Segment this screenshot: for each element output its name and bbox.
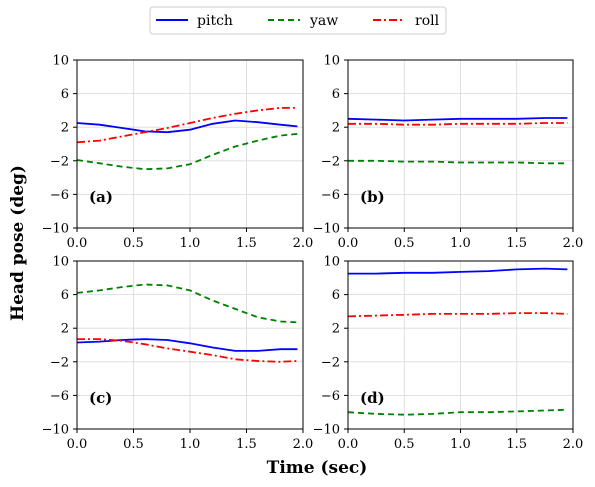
y-tick-label: −10 [313, 222, 340, 237]
panel-label-c: (c) [89, 389, 112, 407]
series-line-roll [76, 107, 298, 144]
series-line-yaw [76, 133, 298, 171]
x-tick-label: 1.0 [180, 236, 201, 251]
series-line-roll [348, 122, 568, 126]
y-tick-label: 6 [332, 288, 340, 303]
panel-b: 0.0 0.5 1.0 1.5 2.0 10 6 2 −2 −6 −10 (b) [313, 54, 584, 252]
panel-c: 0.0 0.5 1.0 1.5 2.0 10 6 2 −2 −6 −10 (c) [42, 255, 314, 453]
x-tick-label: 2.0 [293, 437, 314, 452]
y-tick-label: −2 [321, 154, 340, 169]
x-tick-label: 0.5 [394, 437, 415, 452]
x-tick-label: 0.0 [338, 437, 359, 452]
legend-entry-roll: roll [373, 13, 440, 29]
legend-label-yaw: yaw [309, 13, 338, 29]
panel-label-a: (a) [89, 188, 113, 206]
panel-a: 0.0 0.5 1.0 1.5 2.0 10 6 2 −2 −6 −10 (a) [42, 54, 314, 252]
legend-label-pitch: pitch [197, 13, 233, 29]
panels: 0.0 0.5 1.0 1.5 2.0 10 6 2 −2 −6 −10 (a) 0.0 0.5 1.0 1.… [42, 54, 584, 453]
x-tick-label: 1.5 [506, 437, 527, 452]
legend-label-roll: roll [415, 13, 440, 29]
y-tick-label: −2 [50, 355, 69, 370]
x-tick-label: 0.5 [123, 236, 144, 251]
y-axis-title: Head pose (deg) [8, 165, 28, 321]
y-tick-label: 10 [52, 54, 69, 69]
series-line-roll [347, 312, 568, 318]
x-tick-label: 2.0 [563, 236, 584, 251]
x-tick-label: 1.5 [236, 236, 257, 251]
x-tick-label: 0.0 [67, 236, 88, 251]
y-tick-label: 6 [332, 87, 340, 102]
legend-entry-yaw: yaw [268, 13, 338, 29]
y-tick-label: −2 [321, 355, 340, 370]
series-line-pitch [348, 267, 568, 275]
x-tick-label: 2.0 [293, 236, 314, 251]
panel-label-b: (b) [360, 188, 385, 206]
x-tick-label: 0.5 [123, 437, 144, 452]
y-tick-label: 10 [323, 54, 340, 69]
y-tick-label: 2 [61, 121, 69, 136]
y-tick-label: −6 [50, 389, 69, 404]
y-tick-label: −2 [50, 154, 69, 169]
x-tick-label: 1.5 [506, 236, 527, 251]
y-tick-label: −6 [50, 188, 69, 203]
x-axis-title: Time (sec) [267, 458, 368, 478]
y-tick-label: 6 [61, 288, 69, 303]
x-tick-label: 0.0 [338, 236, 359, 251]
x-tick-label: 1.0 [450, 437, 471, 452]
y-tick-label: 10 [52, 255, 69, 270]
y-tick-label: 2 [332, 121, 340, 136]
y-tick-label: 2 [332, 322, 340, 337]
y-tick-label: −10 [42, 423, 69, 438]
y-tick-label: −10 [42, 222, 69, 237]
x-tick-label: 1.0 [180, 437, 201, 452]
y-tick-label: −6 [321, 188, 340, 203]
series-line-pitch [347, 117, 568, 122]
y-tick-label: −6 [321, 389, 340, 404]
legend-entry-pitch: pitch [156, 13, 233, 29]
x-tick-label: 2.0 [563, 437, 584, 452]
panel-d: 0.0 0.5 1.0 1.5 2.0 10 6 2 −2 −6 −10 (d) [313, 255, 584, 453]
y-tick-label: 10 [323, 255, 340, 270]
series-line-pitch [76, 119, 298, 134]
series-line-yaw [76, 283, 298, 324]
legend: pitch yaw roll [149, 6, 447, 35]
series-line-yaw [348, 159, 568, 165]
x-tick-label: 1.5 [236, 437, 257, 452]
x-tick-label: 0.0 [67, 437, 88, 452]
y-tick-label: 2 [61, 322, 69, 337]
y-tick-label: 6 [61, 87, 69, 102]
y-tick-label: −10 [313, 423, 340, 438]
x-tick-label: 1.0 [450, 236, 471, 251]
series-line-roll [77, 338, 298, 363]
panel-label-d: (d) [360, 389, 385, 407]
series-line-yaw [347, 408, 568, 416]
x-tick-label: 0.5 [394, 236, 415, 251]
